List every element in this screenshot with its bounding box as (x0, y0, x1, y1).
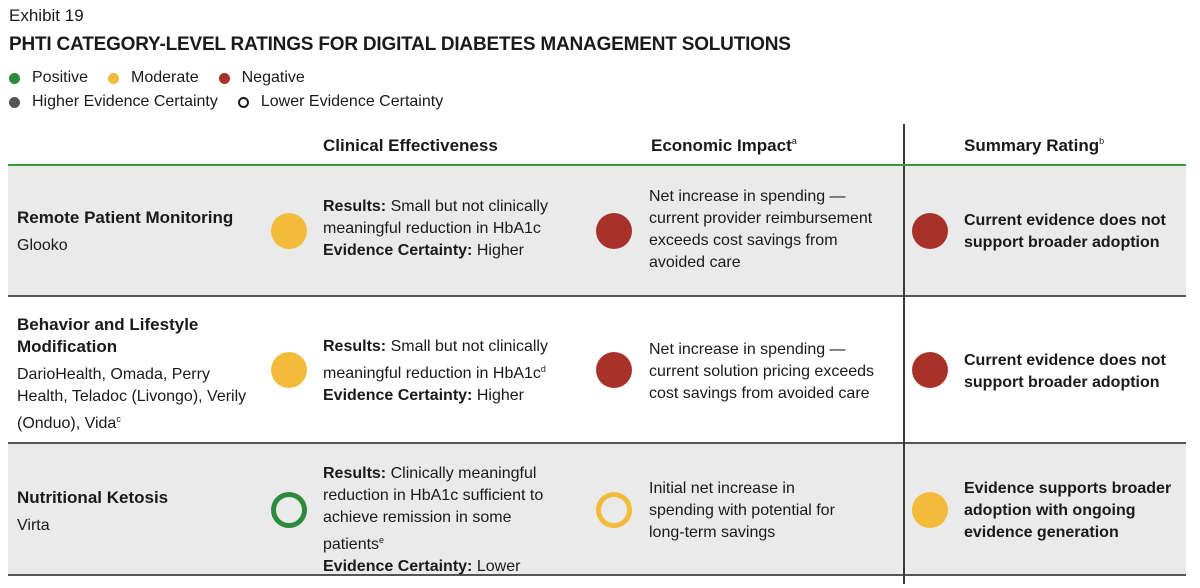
economic-cell: Net increase in spending — current provi… (649, 188, 873, 271)
category-name: Remote Patient Monitoring (17, 208, 234, 227)
summary-cell: Current evidence does not support broade… (964, 212, 1166, 251)
ring-dot-icon (237, 96, 249, 108)
rating-dot-icon (271, 352, 307, 388)
rating-ring-icon (596, 492, 632, 528)
summary-cell: Current evidence does not support broade… (964, 352, 1166, 391)
row-divider (8, 295, 1186, 297)
footnote-c: c (116, 414, 121, 424)
legend-higher-label: Higher Evidence Certainty (32, 93, 218, 110)
moderate-dot-icon (108, 72, 120, 84)
certainty-label: Evidence Certainty: (323, 242, 473, 259)
economic-cell: Net increase in spending — current solut… (649, 341, 875, 402)
category-name: Nutritional Ketosis (17, 488, 169, 507)
footnote-d: d (540, 364, 546, 374)
clinical-cell: Results: Small but not clinically meanin… (323, 336, 568, 407)
header-clinical-label: Clinical Effectiveness (323, 136, 498, 155)
exhibit-label: Exhibit 19 (9, 6, 84, 25)
rating-dot-icon (912, 352, 948, 388)
clinical-results: Small but not clinically meaningful redu… (323, 198, 548, 237)
results-label: Results: (323, 338, 387, 355)
category-vendors: Virta (17, 517, 50, 534)
clinical-cell: Results: Small but not clinically meanin… (323, 196, 568, 262)
rating-dot-icon (271, 213, 307, 249)
header-summary-label: Summary Rating (964, 136, 1100, 155)
rating-dot-icon (912, 492, 948, 528)
vendors-text: DarioHealth, Omada, Perry Health, Telado… (17, 366, 247, 432)
footnote-e: e (379, 535, 385, 545)
summary-cell: Evidence supports broader adoption with … (964, 480, 1172, 541)
positive-dot-icon (9, 72, 20, 84)
legend-negative-label: Negative (241, 69, 305, 86)
clinical-cell: Results: Clinically meaningful reduction… (323, 463, 573, 578)
clinical-results: Small but not clinically meaningful redu… (323, 338, 548, 382)
category-vendors: Glooko (17, 237, 68, 254)
page-title: PHTI CATEGORY-LEVEL RATINGS FOR DIGITAL … (9, 34, 791, 55)
clinical-results: Clinically meaningful reduction in HbA1c… (323, 465, 544, 553)
legend-positive: Positive (9, 69, 88, 87)
negative-dot-icon (218, 72, 230, 84)
certainty-label: Evidence Certainty: (323, 387, 473, 404)
header-economic-label: Economic Impact (651, 136, 792, 155)
rating-dot-icon (596, 213, 632, 249)
legend-lower-label: Lower Evidence Certainty (260, 93, 444, 110)
legend-certainty: Higher Evidence Certainty Lower Evidence… (9, 93, 463, 111)
category-vendors: DarioHealth, Omada, Perry Health, Telado… (17, 364, 257, 435)
results-label: Results: (323, 198, 387, 215)
certainty-value: Higher (476, 387, 524, 404)
results-label: Results: (323, 465, 387, 482)
header-summary: Summary Ratingb (964, 136, 1104, 156)
column-divider (903, 124, 905, 584)
row-divider (8, 574, 1186, 576)
legend-moderate: Moderate (108, 69, 199, 87)
certainty-label: Evidence Certainty: (323, 558, 473, 575)
legend-negative: Negative (218, 69, 305, 87)
certainty-value: Higher (476, 242, 524, 259)
legend-positive-label: Positive (32, 69, 89, 86)
rating-ring-icon (271, 492, 307, 528)
table-row: Remote Patient Monitoring Glooko (17, 207, 233, 257)
rating-dot-icon (596, 352, 632, 388)
footnote-b: b (1099, 136, 1105, 146)
row-divider (8, 442, 1186, 444)
economic-cell: Initial net increase in spending with po… (649, 480, 835, 541)
certainty-value: Lower (476, 558, 521, 575)
category-name: Behavior and Lifestyle Modification (17, 315, 199, 356)
legend-moderate-label: Moderate (131, 69, 199, 86)
header-economic: Economic Impacta (651, 136, 797, 156)
legend-ratings: Positive Moderate Negative (9, 69, 325, 87)
table-row: Nutritional Ketosis Virta (17, 487, 168, 537)
header-clinical: Clinical Effectiveness (323, 136, 498, 156)
header-rule (8, 164, 1186, 166)
rating-dot-icon (912, 213, 948, 249)
legend-lower: Lower Evidence Certainty (237, 93, 444, 111)
legend-higher: Higher Evidence Certainty (9, 93, 218, 111)
filled-dot-icon (9, 96, 20, 108)
footnote-a: a (791, 136, 797, 146)
table-row: Behavior and Lifestyle Modification Dari… (17, 314, 257, 435)
